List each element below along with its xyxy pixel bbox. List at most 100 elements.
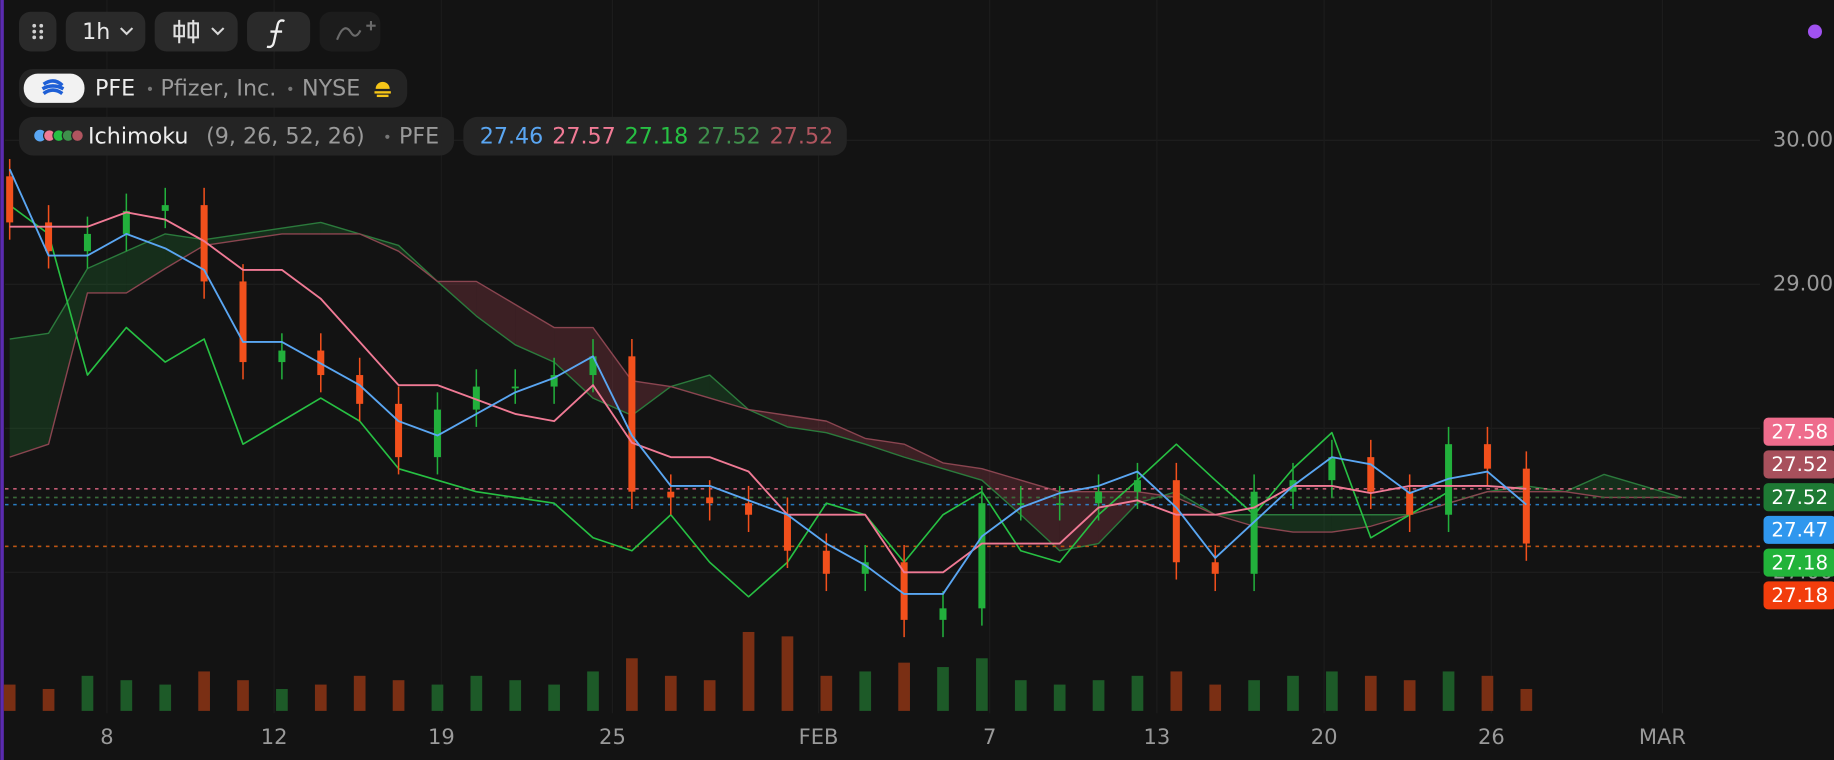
interval-button[interactable] (65, 11, 146, 52)
candle-body (628, 356, 636, 492)
candle-body (1095, 491, 1103, 504)
x-tick-label: 20 (1311, 724, 1338, 749)
drag-handle[interactable] (19, 11, 57, 52)
price-tag-label: 27.58 (1771, 420, 1828, 443)
candle-body (239, 281, 247, 363)
x-tick-label: MAR (1639, 724, 1686, 749)
cloud-segment (1059, 491, 1099, 551)
volume-bar (1326, 671, 1338, 711)
candle-icon (173, 19, 199, 44)
indicator-values: 27.46 27.57 27.18 27.52 27.52 (480, 123, 834, 149)
x-tick-label: 19 (428, 724, 455, 749)
volume-bar (1014, 680, 1027, 711)
cloud-segment (87, 251, 127, 293)
volume-bar (509, 680, 522, 711)
cloud-segment (243, 228, 282, 240)
symbol-pill[interactable] (19, 68, 408, 108)
indicator-params: (9, 26, 52, 26) (206, 123, 365, 149)
candle-body (1406, 491, 1414, 515)
cloud-segment (631, 380, 671, 416)
volume-bar (626, 658, 638, 711)
conversion-line (8, 168, 1527, 595)
volume-bar (587, 671, 599, 711)
candle-body (278, 350, 286, 363)
volume-bar (1170, 671, 1183, 711)
candle-body (861, 562, 869, 574)
toolbar: 1h (19, 11, 1822, 52)
volume-bar (1481, 675, 1494, 711)
company-name: Pfizer, Inc. (161, 75, 277, 101)
indicator-value: 27.57 (552, 123, 616, 149)
price-tag (1763, 450, 1834, 479)
cloud-segment (48, 268, 88, 445)
candle-body (667, 491, 675, 498)
candle-body (706, 497, 714, 504)
volume-bar (937, 667, 949, 711)
candle-body (939, 608, 947, 620)
plot (3, 159, 1761, 711)
indicator-value: 27.46 (480, 123, 544, 149)
volume-bar (1131, 675, 1144, 711)
candle-body (200, 205, 208, 282)
volume-bar (120, 680, 133, 711)
logo-capsule (23, 73, 85, 103)
candle-body (161, 205, 169, 211)
candle-body (6, 176, 14, 223)
price-tag (1763, 417, 1834, 446)
x-tick-label: 13 (1144, 724, 1171, 749)
cloud-segment (1370, 514, 1410, 527)
candle-body (1133, 480, 1141, 492)
candle-body (1211, 562, 1219, 574)
chart-type-button[interactable] (154, 11, 238, 52)
candle-body (472, 386, 480, 410)
volume-bar (781, 636, 794, 711)
y-tick-label: 29.00 (1773, 270, 1833, 295)
cloud-segment (981, 468, 1021, 515)
indicator-value: 27.52 (770, 123, 834, 149)
candle-body (1483, 444, 1491, 469)
candle-body (1522, 468, 1530, 544)
price-tag (1763, 483, 1834, 512)
indicator-name: Ichimoku (88, 123, 188, 149)
candle-body (356, 375, 364, 404)
volume-bar (976, 658, 988, 711)
volume-bar (159, 684, 172, 711)
cloud-segment (165, 233, 205, 269)
volume-bar (1209, 684, 1222, 711)
candle-body (511, 386, 519, 389)
volume-bar (742, 631, 755, 711)
cloud-segment (826, 421, 866, 445)
axis: 30.0029.0028.0027.008121925FEB7132026MAR… (100, 126, 1834, 749)
volume-bar (898, 662, 910, 711)
candle-body (1328, 457, 1336, 481)
indicator-value: 27.52 (697, 123, 761, 149)
cloud-segment (1604, 474, 1643, 498)
x-tick-label: 26 (1478, 724, 1505, 749)
candle-body (433, 409, 441, 458)
x-tick-label: 7 (983, 724, 996, 749)
indicator-pill[interactable] (19, 116, 454, 156)
candle-body (589, 356, 597, 376)
price-tag-label: 27.52 (1771, 453, 1828, 476)
cloud-segment (204, 233, 244, 246)
cloud-segment (1565, 474, 1605, 498)
cloud-segment (554, 327, 594, 399)
candle-body (745, 503, 753, 515)
price-tag-label: 27.52 (1771, 486, 1828, 509)
volume-bar (353, 675, 366, 711)
volume-bar (1287, 675, 1299, 711)
volume-bar (1442, 671, 1455, 711)
ticker: PFE (95, 75, 135, 101)
separator (385, 134, 390, 139)
volume-bar (237, 680, 249, 711)
cloud-segment (126, 233, 166, 293)
x-tick-label: 8 (100, 724, 113, 749)
cloud-segment (670, 375, 710, 399)
senkou-span-a (9, 221, 1683, 552)
price-tag (1763, 548, 1834, 577)
volume-bar (664, 675, 677, 711)
cloud-segment (515, 304, 555, 363)
candle-body (45, 222, 53, 252)
